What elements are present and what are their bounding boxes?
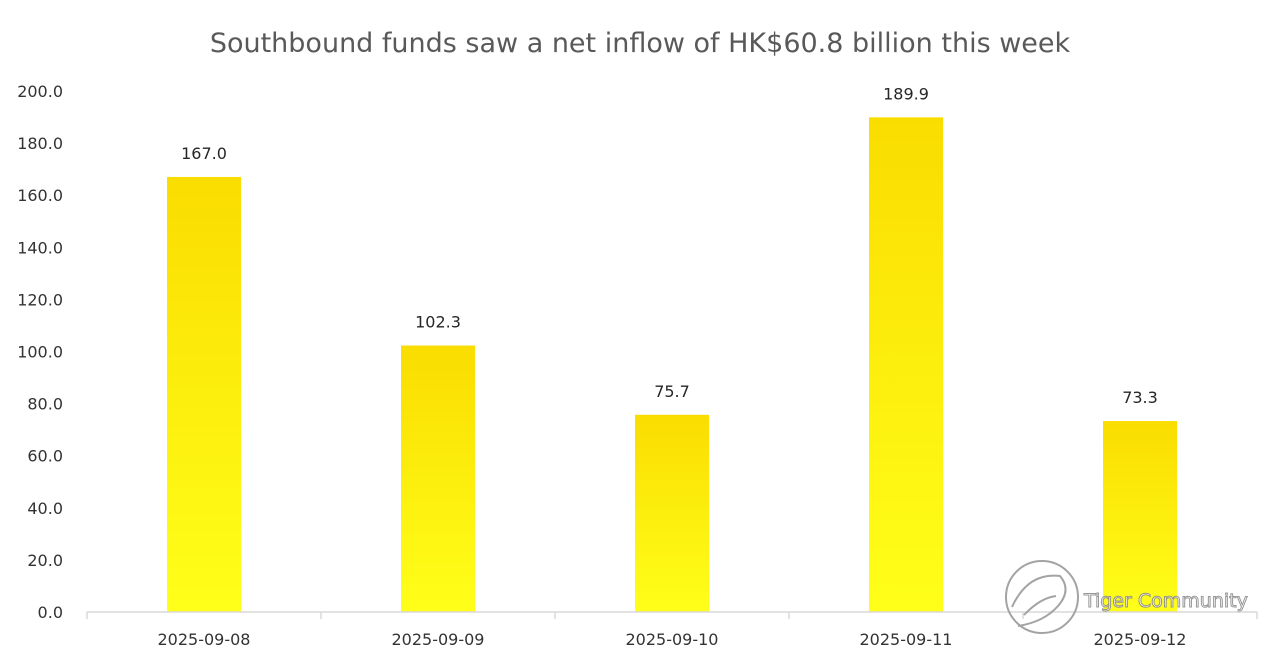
bar-series	[167, 117, 1177, 613]
y-tick-label: 100.0	[17, 343, 63, 362]
data-label: 102.3	[415, 313, 461, 332]
x-tick-label: 2025-09-12	[1094, 630, 1187, 649]
bar	[635, 414, 709, 612]
y-tick-label: 0.0	[38, 603, 63, 622]
bar	[1103, 421, 1177, 612]
watermark-text: Tiger Community	[1083, 590, 1248, 612]
x-tick-label: 2025-09-08	[158, 630, 251, 649]
x-axis: 2025-09-08 2025-09-09 2025-09-10 2025-09-11…	[86, 612, 1258, 649]
y-axis: 0.0 20.0 40.0 60.0 80.0 100.0 120.0 140.0 160.0 1…	[17, 82, 63, 622]
y-tick-label: 160.0	[17, 186, 63, 205]
data-label: 189.9	[883, 84, 929, 103]
y-tick-label: 140.0	[17, 238, 63, 257]
bar	[401, 345, 475, 612]
y-tick-label: 120.0	[17, 290, 63, 309]
data-label: 167.0	[181, 144, 227, 163]
tiger-logo-icon	[1005, 560, 1079, 634]
y-tick-label: 80.0	[27, 395, 63, 414]
y-tick-label: 40.0	[27, 499, 63, 518]
y-tick-label: 180.0	[17, 134, 63, 153]
bar	[167, 176, 241, 612]
data-label: 73.3	[1122, 388, 1158, 407]
y-tick-label: 200.0	[17, 82, 63, 101]
bar	[869, 117, 943, 613]
data-labels: 167.0 102.3 75.7 189.9 73.3	[181, 84, 1158, 407]
x-tick-label: 2025-09-10	[626, 630, 719, 649]
x-tick-label: 2025-09-09	[392, 630, 485, 649]
x-tick-label: 2025-09-11	[860, 630, 953, 649]
y-tick-label: 60.0	[27, 447, 63, 466]
data-label: 75.7	[654, 382, 690, 401]
chart-title: Southbound funds saw a net inflow of HK$…	[210, 28, 1071, 59]
watermark: Tiger Community	[1005, 560, 1248, 634]
y-tick-label: 20.0	[27, 551, 63, 570]
